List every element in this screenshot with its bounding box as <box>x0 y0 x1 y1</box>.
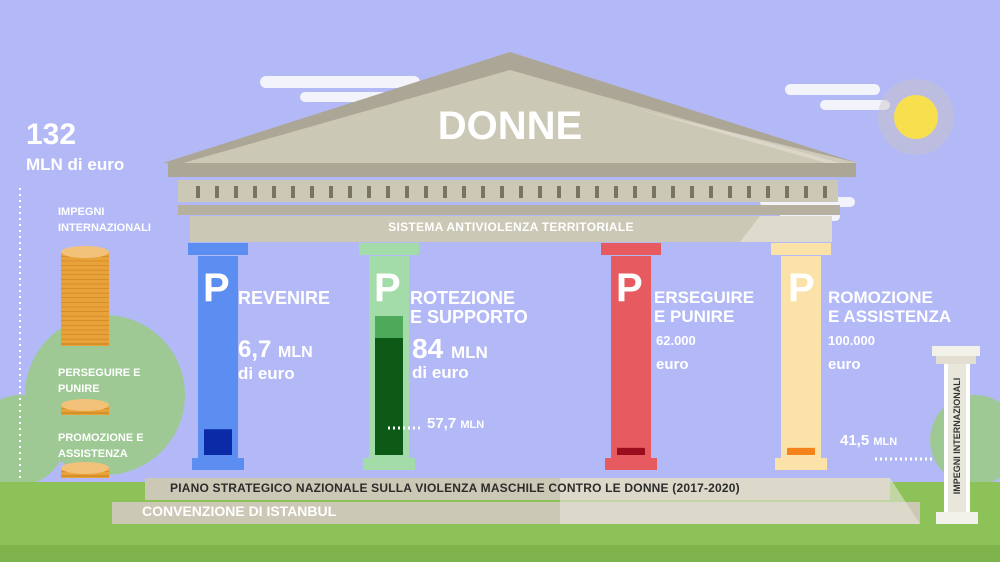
label-prosecute: PERSEGUIRE E PUNIRE <box>58 367 141 395</box>
total-value: 132 <box>26 118 77 151</box>
pillar-fill-bar <box>204 429 232 455</box>
pillar-amount-unit: euro <box>828 356 861 373</box>
pillar-letter: P <box>374 266 401 310</box>
pillar-shaft <box>198 256 238 458</box>
pillar-amount: 100.000 <box>828 333 875 348</box>
pillar <box>188 243 248 470</box>
pillar-base <box>192 458 244 470</box>
pillar-letter: P <box>616 266 643 310</box>
pillar-name: ROTEZIONE <box>410 288 516 308</box>
pillar-amount-unit: euro <box>656 356 689 373</box>
coin-icon <box>61 462 109 474</box>
pillar-name: REVENIRE <box>238 288 331 308</box>
cloud-icon <box>785 84 890 110</box>
pillar-capital <box>601 243 661 255</box>
pillar-capital <box>359 243 419 255</box>
pillar-base <box>605 458 657 470</box>
pillar-amount-unit: di euro <box>412 363 469 382</box>
pillar-name: ROMOZIONE <box>828 288 933 307</box>
pillar <box>601 243 661 470</box>
banner-bar <box>190 216 832 242</box>
small-column-capital <box>932 346 980 356</box>
bush <box>25 315 185 475</box>
pillar-letter: P <box>788 266 815 310</box>
step-upper-text: PIANO STRATEGICO NAZIONALE SULLA VIOLENZ… <box>170 481 740 495</box>
small-column-label: IMPEGNI INTERNAZIONALI <box>952 377 962 495</box>
coin-icon <box>61 399 109 411</box>
pillar-base <box>363 458 415 470</box>
pillar-fill-bar <box>617 447 645 455</box>
pillar-amount: 6,7 MLN <box>238 336 313 363</box>
pillar-amount-unit: di euro <box>238 364 295 383</box>
pillar-letter: P <box>203 266 230 310</box>
pillar-capital <box>771 243 831 255</box>
pillar-capital <box>188 243 248 255</box>
label-promote: PROMOZIONE E ASSISTENZA <box>58 432 144 460</box>
pillar <box>359 243 419 470</box>
pillar-shaft <box>611 256 651 458</box>
pillar-base <box>775 458 827 470</box>
step-lower-text: CONVENZIONE DI ISTANBUL <box>142 503 337 519</box>
pillar-fill-bar <box>787 447 815 455</box>
total-unit: MLN di euro <box>26 155 125 174</box>
pillar-shaft <box>781 256 821 458</box>
sun-icon <box>894 95 938 139</box>
pillar-sub-amount: 57,7 MLN <box>427 415 485 432</box>
temple-title: DONNE <box>437 104 583 148</box>
pillar-fill-top <box>375 316 403 338</box>
pillar-name: ERSEGUIRE <box>654 288 755 307</box>
temple-frieze <box>178 180 838 202</box>
small-column-amount: 41,5 MLN <box>840 432 898 449</box>
coin-icon <box>61 246 109 258</box>
pillar-amount: 84 MLN <box>412 333 488 364</box>
pillar-name-line2: E SUPPORTO <box>410 307 528 327</box>
banner-text: SISTEMA ANTIVIOLENZA TERRITORIALE <box>388 220 634 234</box>
label-international: IMPEGNI INTERNAZIONALI <box>58 206 151 234</box>
pillar <box>771 243 831 470</box>
pillar-name-line2: E ASSISTENZA <box>828 307 952 326</box>
pillar-name-line2: E PUNIRE <box>654 307 735 326</box>
pillar-fill-bar <box>375 319 403 455</box>
pillar-amount: 62.000 <box>656 333 696 348</box>
